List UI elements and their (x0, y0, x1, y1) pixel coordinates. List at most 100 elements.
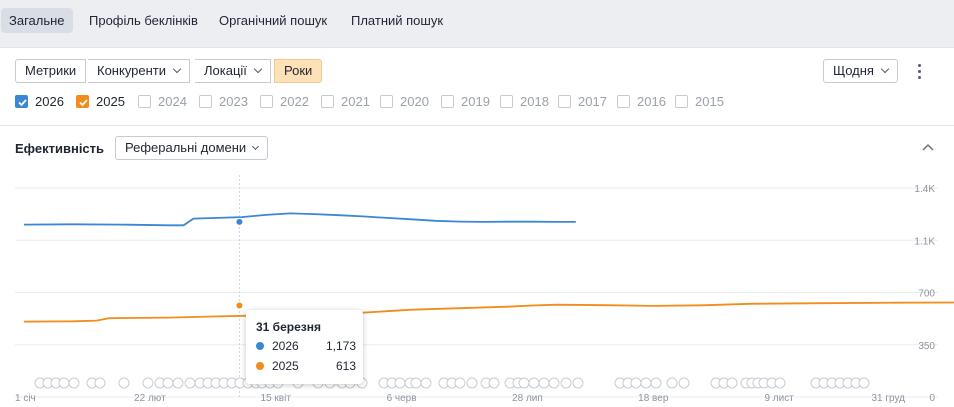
event-marker-icon (726, 377, 738, 389)
metric-label: Реферальні домени (125, 140, 247, 155)
x-tick-label: 15 квіт (261, 393, 292, 404)
chevron-down-icon (252, 142, 260, 151)
chart-tooltip: 31 березня 2026 1,173 2025 613 (246, 310, 363, 384)
x-tick-label: 31 груд (871, 393, 905, 404)
tab-overview[interactable]: Загальне (1, 8, 73, 33)
checkbox-icon (675, 95, 688, 108)
chevron-down-icon (253, 64, 263, 74)
event-marker-icon (858, 377, 870, 389)
chevron-down-icon (880, 64, 890, 74)
year-label: 2016 (637, 94, 666, 109)
event-marker-icon (538, 377, 550, 389)
x-tick-label: 18 вер (638, 393, 669, 404)
y-tick-label: 700 (918, 289, 935, 300)
y-tick-label: 1.1K (914, 236, 935, 247)
series-line-2025 (23, 301, 954, 323)
event-marker-icon (548, 377, 560, 389)
x-tick-label: 28 лип (512, 393, 543, 404)
event-marker-icon (118, 377, 130, 389)
event-marker-icon (172, 377, 184, 389)
year-label: 2015 (695, 94, 724, 109)
highlight-point-2026 (235, 217, 244, 226)
checkbox-icon (199, 95, 212, 108)
series-line-2026 (23, 212, 576, 227)
year-label: 2024 (158, 94, 187, 109)
event-marker-icon (94, 377, 106, 389)
year-label: 2022 (280, 94, 309, 109)
tooltip-date: 31 березня (256, 320, 321, 334)
tab-paid-search[interactable]: Платний пошук (351, 13, 444, 28)
event-marker-icon (488, 377, 500, 389)
year-label: 2023 (219, 94, 248, 109)
locations-label: Локації (204, 63, 247, 78)
tooltip-year: 2025 (272, 359, 299, 373)
more-options-icon[interactable] (914, 62, 926, 80)
event-marker-icon (678, 377, 690, 389)
series-dot-icon (256, 362, 264, 370)
event-marker-icon (774, 377, 786, 389)
event-marker-icon (68, 377, 80, 389)
checkbox-icon (441, 95, 454, 108)
event-marker-icon (650, 377, 662, 389)
checkbox-checked-icon (15, 95, 28, 108)
checkbox-icon (321, 95, 334, 108)
metrics-label: Метрики (25, 63, 77, 78)
y-tick-label: 1.4K (914, 184, 935, 195)
interval-dropdown[interactable]: Щодня (823, 59, 898, 83)
event-marker-icon (466, 377, 478, 389)
event-marker-icon (454, 377, 466, 389)
checkbox-icon (380, 95, 393, 108)
y-tick-label: 350 (918, 341, 935, 352)
locations-dropdown[interactable]: Локації (195, 59, 271, 83)
year-label: 2021 (341, 94, 370, 109)
tab-backlink-profile[interactable]: Профіль беклінків (89, 13, 198, 28)
event-marker-icon (184, 377, 196, 389)
event-marker-icon (528, 377, 540, 389)
series-dot-icon (256, 342, 264, 350)
year-label: 2019 (461, 94, 490, 109)
event-marker-icon (572, 377, 584, 389)
top-nav: Загальне Профіль беклінків Органічний по… (0, 0, 954, 48)
checkbox-icon (260, 95, 273, 108)
event-marker-icon (666, 377, 678, 389)
year-label: 2025 (96, 94, 125, 109)
tab-organic-search[interactable]: Органічний пошук (219, 13, 328, 28)
checkbox-icon (500, 95, 513, 108)
performance-chart[interactable]: 0 350 700 1.1K 1.4K 1 січ 22 лют 15 квіт 6 черв 2… (0, 170, 954, 407)
checkbox-icon (617, 95, 630, 108)
chevron-down-icon (172, 64, 182, 74)
checkbox-icon (558, 95, 571, 108)
event-marker-icon (58, 377, 70, 389)
x-tick-label: 1 січ (15, 393, 36, 404)
tooltip-value: 613 (335, 359, 356, 373)
tooltip-row-2026: 2026 1,173 (256, 339, 356, 353)
competitors-label: Конкуренти (97, 63, 167, 78)
x-tick-label: 6 черв (387, 393, 417, 404)
year-label: 2018 (520, 94, 549, 109)
tooltip-year: 2026 (272, 339, 299, 353)
tooltip-value: 1,173 (325, 339, 356, 353)
interval-label: Щодня (833, 63, 874, 78)
event-marker-icon (518, 377, 530, 389)
y-tick-label: 0 (929, 393, 935, 404)
performance-title: Ефективність (15, 141, 105, 156)
competitors-dropdown[interactable]: Конкуренти (88, 59, 191, 83)
metric-dropdown[interactable]: Реферальні домени (115, 136, 269, 160)
tooltip-row-2025: 2025 613 (256, 359, 356, 373)
highlight-point-2025 (235, 301, 244, 310)
event-marker-icon (630, 377, 642, 389)
event-marker-icon (560, 377, 572, 389)
metrics-button[interactable]: Метрики (15, 59, 87, 83)
chevron-up-icon[interactable] (921, 142, 935, 152)
checkbox-icon (138, 95, 151, 108)
event-marker-icon (410, 377, 422, 389)
years-button[interactable]: Роки (274, 59, 323, 83)
x-tick-label: 9 лист (764, 393, 794, 404)
x-tick-label: 22 лют (134, 393, 166, 404)
checkbox-checked-icon (76, 95, 89, 108)
event-marker-icon (162, 377, 174, 389)
event-marker-icon (394, 377, 406, 389)
event-marker-icon (640, 377, 652, 389)
year-label: 2017 (578, 94, 607, 109)
controls-panel: Метрики Конкуренти Локації Роки Щодня 20… (0, 48, 954, 126)
